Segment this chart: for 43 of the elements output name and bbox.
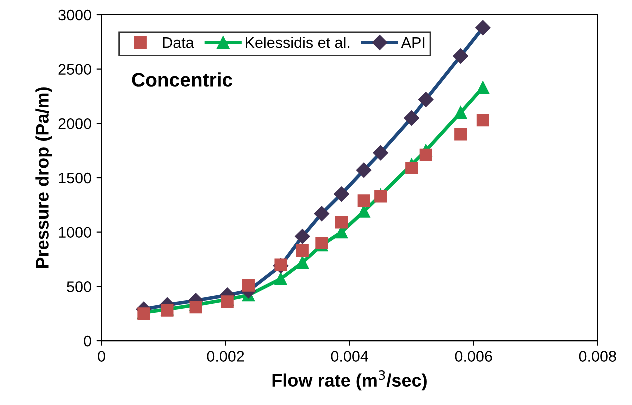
point (476, 20, 491, 36)
legend-label: Data (163, 38, 194, 48)
point (373, 145, 388, 161)
x-tick-label: 0.006 (455, 351, 492, 362)
point (221, 296, 234, 308)
y-tick-label: 500 (67, 282, 92, 292)
legend-label: API (401, 38, 425, 48)
point (453, 48, 468, 64)
point (336, 216, 348, 229)
point (190, 301, 202, 314)
x-axis-title: Flow rate (m$^{3}$/sec) (272, 370, 427, 391)
point (274, 258, 288, 272)
y-tick-label: 1000 (59, 227, 92, 238)
point (418, 92, 434, 108)
point (454, 106, 468, 120)
point (454, 128, 468, 141)
point (476, 114, 490, 127)
x-tick-label: 0.008 (579, 351, 616, 362)
y-tick-label: 2500 (58, 64, 92, 76)
x-tick-label: 0.004 (331, 351, 368, 362)
y-tick-label: 0 (84, 336, 92, 347)
legend-label: Kelessidis et al. (246, 36, 350, 48)
point (406, 162, 418, 174)
x-tick-label: 0 (98, 351, 106, 362)
point (476, 82, 490, 94)
point (314, 206, 330, 222)
point (274, 272, 288, 286)
point (420, 148, 432, 162)
point (242, 279, 255, 292)
point (295, 229, 310, 244)
point (296, 244, 309, 258)
point (358, 194, 370, 208)
point (356, 162, 372, 178)
y-axis-title: Pressure drop (Pa/m) (36, 88, 52, 268)
point (404, 110, 420, 126)
point (334, 186, 350, 202)
annotation: Concentric (132, 72, 233, 87)
x-tick-label: 0.002 (207, 351, 244, 362)
point (316, 236, 328, 250)
y-tick-label: 2000 (58, 118, 92, 130)
point (296, 256, 309, 270)
y-tick-label: 3000 (58, 10, 92, 21)
y-tick-label: 1500 (59, 172, 92, 184)
